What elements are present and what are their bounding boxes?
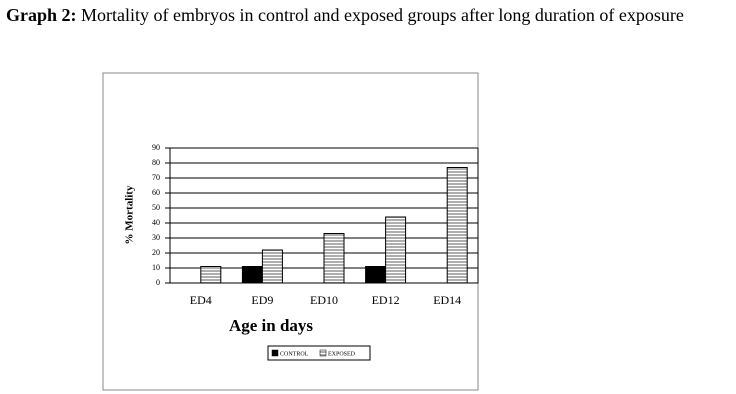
chart-title: Mortality of embryos in control and expo…	[81, 5, 684, 25]
legend-swatch	[271, 349, 279, 357]
bar	[446, 167, 468, 284]
y-tick-label: 0	[156, 278, 160, 287]
x-axis-label: Age in days	[229, 316, 313, 335]
y-tick-label: 20	[152, 248, 160, 257]
bar	[200, 266, 222, 284]
chart-frame	[102, 72, 479, 391]
y-tick-label: 80	[152, 158, 160, 167]
bar	[323, 233, 345, 284]
legend-swatch	[319, 349, 327, 357]
y-tick-label: 60	[152, 188, 160, 197]
y-tick-label: 70	[152, 173, 160, 182]
x-tick-label: ED14	[433, 293, 461, 307]
bar	[365, 266, 387, 284]
y-tick-label: 10	[152, 263, 160, 272]
x-tick-label: ED9	[251, 293, 273, 307]
caption: Graph 2: Mortality of embryos in control…	[6, 4, 731, 26]
x-tick-label: ED10	[310, 293, 338, 307]
y-axis-label: % Mortality	[124, 185, 136, 244]
y-tick-label: 50	[152, 203, 160, 212]
y-tick-label: 40	[152, 218, 160, 227]
legend-box	[267, 345, 371, 361]
legend-label: EXPOSED	[328, 351, 356, 357]
caption-label: Graph 2:	[6, 5, 77, 25]
legend-label: CONTROL	[280, 351, 309, 357]
y-tick-label: 90	[152, 143, 160, 152]
bar	[261, 249, 283, 284]
bar	[385, 216, 407, 284]
y-tick-label: 30	[152, 233, 160, 242]
bar	[241, 266, 263, 284]
x-tick-label: ED4	[190, 293, 212, 307]
x-tick-label: ED12	[372, 293, 400, 307]
